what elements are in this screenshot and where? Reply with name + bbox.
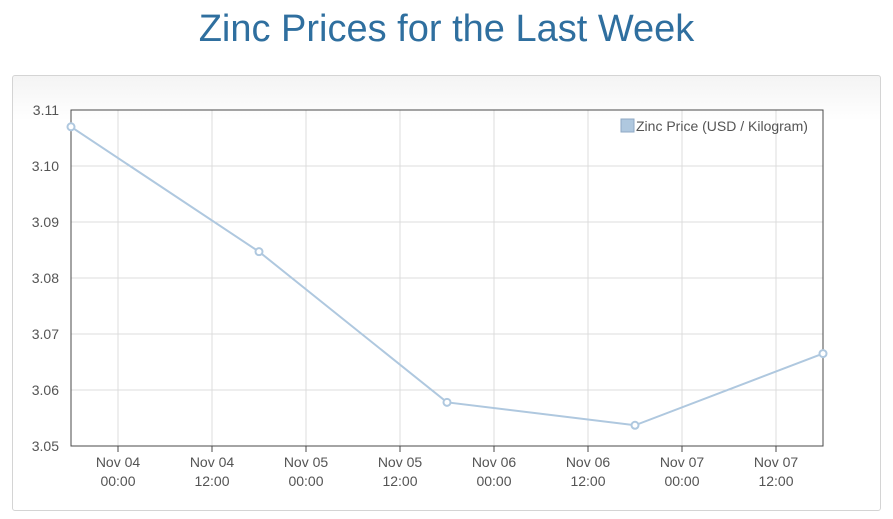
legend-swatch [620,118,635,133]
data-point [818,349,828,359]
plot-area-frame [70,109,824,447]
x-tick-label-time: 00:00 [288,473,323,489]
series-layer [66,122,828,430]
x-axis-ticks: Nov 04 00:00 Nov 04 12:00 Nov 05 00:00 Nov 05 1… [96,446,799,489]
data-point [630,420,640,430]
y-tick-label: 3.10 [32,158,59,174]
data-point [254,247,264,257]
x-tick-label-time: 00:00 [100,473,135,489]
page-title: Zinc Prices for the Last Week [198,8,695,50]
chart-panel [12,75,881,511]
x-tick-label-date: Nov 04 [96,454,141,470]
x-tick-label-time: 12:00 [570,473,605,489]
x-tick-label-time: 00:00 [664,473,699,489]
x-tick-label-date: Nov 06 [566,454,611,470]
x-tick-label-date: Nov 04 [190,454,235,470]
x-tick-label-date: Nov 07 [660,454,705,470]
legend-label: Zinc Price (USD / Kilogram) [636,118,808,134]
y-tick-label: 3.11 [33,102,59,118]
x-tick-label-time: 12:00 [758,473,793,489]
x-tick-label-time: 00:00 [476,473,511,489]
data-point [442,397,452,407]
x-tick-label-time: 12:00 [194,473,229,489]
x-tick-label-date: Nov 06 [472,454,517,470]
x-tick-label-date: Nov 05 [378,454,423,470]
series-line [70,125,824,427]
legend: Zinc Price (USD / Kilogram) [620,118,808,134]
x-tick-label-date: Nov 05 [284,454,329,470]
data-point [66,122,76,132]
y-tick-label: 3.07 [32,326,59,342]
x-tick-label-date: Nov 07 [754,454,799,470]
y-axis-ticks: 3.05 3.06 3.07 3.08 3.09 3.10 3.11 [32,102,59,454]
y-tick-label: 3.06 [32,382,59,398]
x-tick-label-time: 12:00 [382,473,417,489]
y-tick-label: 3.05 [32,438,59,454]
y-tick-label: 3.09 [32,214,59,230]
y-tick-label: 3.08 [32,270,59,286]
